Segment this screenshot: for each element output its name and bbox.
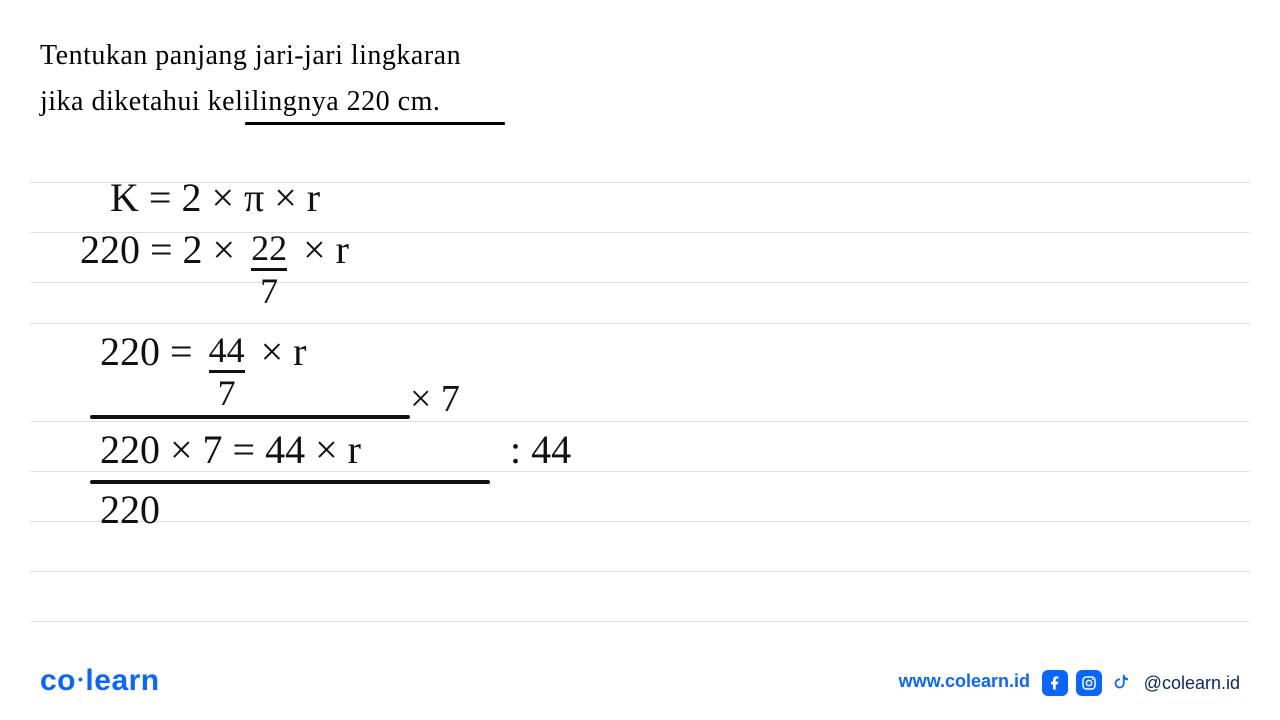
work-underline-2 [90,480,490,484]
fraction-numerator: 44 [209,332,245,368]
instagram-icon [1076,670,1102,696]
fraction-numerator: 22 [251,230,287,266]
question-line-2: jika diketahui kelilingnya 220 cm. [40,86,461,118]
ruled-line [30,521,1250,522]
logo-dot: • [78,671,83,687]
brand-logo: co•learn [40,664,160,698]
work-row-2-fraction: 22 7 [251,230,287,309]
work-row-2-right: × r [303,227,349,272]
fraction-denominator: 7 [251,268,287,309]
logo-learn: learn [85,664,159,697]
footer: co•learn www.colearn.id @colearn.id [0,660,1280,698]
work-underline-1 [90,415,410,419]
work-row-4: 220 × 7 = 44 × r [100,430,361,470]
ruled-line [30,571,1250,572]
ruled-line [30,323,1250,324]
underline-mark [245,122,505,125]
ruled-line [30,621,1250,622]
work-row-2-left: 220 = 2 × [80,227,235,272]
tiktok-icon [1110,672,1132,694]
fraction-denominator: 7 [209,370,245,411]
social-icons: @colearn.id [1042,670,1240,696]
work-row-3-times7: × 7 [410,380,460,418]
work-row-3-right: × r [261,329,307,374]
social-handle: @colearn.id [1144,673,1240,694]
work-row-1: K = 2 × π × r [110,178,320,218]
question-line-1: Tentukan panjang jari-jari lingkaran [40,40,461,72]
logo-co: co [40,664,76,697]
site-url: www.colearn.id [899,671,1030,692]
question-line-2-text: jika diketahui kelilingnya 220 cm. [40,86,440,117]
ruled-line [30,421,1250,422]
question-block: Tentukan panjang jari-jari lingkaran jik… [40,40,461,118]
work-row-4-div44: : 44 [510,430,571,470]
work-row-2: 220 = 2 × 22 7 × r [80,230,349,309]
work-row-5: 220 [100,490,160,530]
facebook-icon [1042,670,1068,696]
work-row-3: 220 = 44 7 × r [100,332,306,411]
work-row-3-fraction: 44 7 [209,332,245,411]
work-row-3-left: 220 = [100,329,193,374]
